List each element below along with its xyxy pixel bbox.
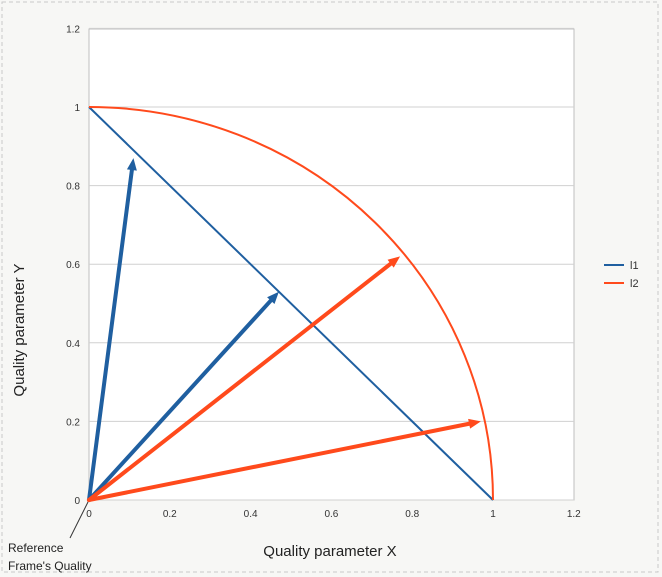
y-tick-label: 1.2 bbox=[66, 24, 80, 35]
x-tick-label: 1 bbox=[490, 509, 496, 520]
vector-arrowhead-0 bbox=[126, 158, 137, 171]
x-tick-labels: 0 0.2 0.4 0.6 0.8 1 1.2 bbox=[86, 509, 581, 520]
reference-annotation: Reference Frame's Quality bbox=[8, 501, 92, 573]
vector-arrowhead-1 bbox=[267, 291, 279, 304]
x-tick-label: 0.8 bbox=[405, 509, 419, 520]
legend-label-l2: l2 bbox=[630, 278, 639, 290]
y-tick-label: 1 bbox=[74, 103, 80, 114]
legend-label-l1: l1 bbox=[630, 260, 639, 272]
y-tick-label: 0.2 bbox=[66, 417, 80, 428]
x-tick-label: 0.6 bbox=[324, 509, 338, 520]
annotation-line-2: Frame's Quality bbox=[8, 559, 92, 573]
vector-l2-2 bbox=[87, 261, 393, 502]
vectors-layer bbox=[87, 158, 481, 502]
x-tick-label: 0 bbox=[86, 509, 92, 520]
vector-l2-3 bbox=[87, 421, 472, 502]
x-tick-label: 1.2 bbox=[567, 509, 581, 520]
y-tick-label: 0.4 bbox=[66, 339, 80, 350]
series-l2 bbox=[88, 106, 494, 501]
y-tick-label: 0.6 bbox=[66, 260, 80, 271]
y-tick-label: 0.8 bbox=[66, 182, 80, 193]
vector-l1-0 bbox=[87, 167, 134, 502]
annotation-pointer bbox=[69, 501, 89, 539]
vector-arrowhead-2 bbox=[387, 256, 401, 268]
legend: l1 l2 bbox=[604, 260, 639, 290]
vector-l1-1 bbox=[87, 298, 273, 502]
x-axis-title: Quality parameter X bbox=[263, 543, 396, 560]
annotation-line-1: Reference bbox=[8, 541, 64, 555]
y-tick-labels: 0 0.2 0.4 0.6 0.8 1 1.2 bbox=[66, 24, 80, 507]
x-tick-label: 0.4 bbox=[244, 509, 258, 520]
vector-arrowhead-3 bbox=[468, 418, 481, 429]
y-tick-label: 0 bbox=[74, 496, 80, 507]
x-tick-label: 0.2 bbox=[163, 509, 177, 520]
y-axis-title: Quality parameter Y bbox=[11, 263, 28, 396]
